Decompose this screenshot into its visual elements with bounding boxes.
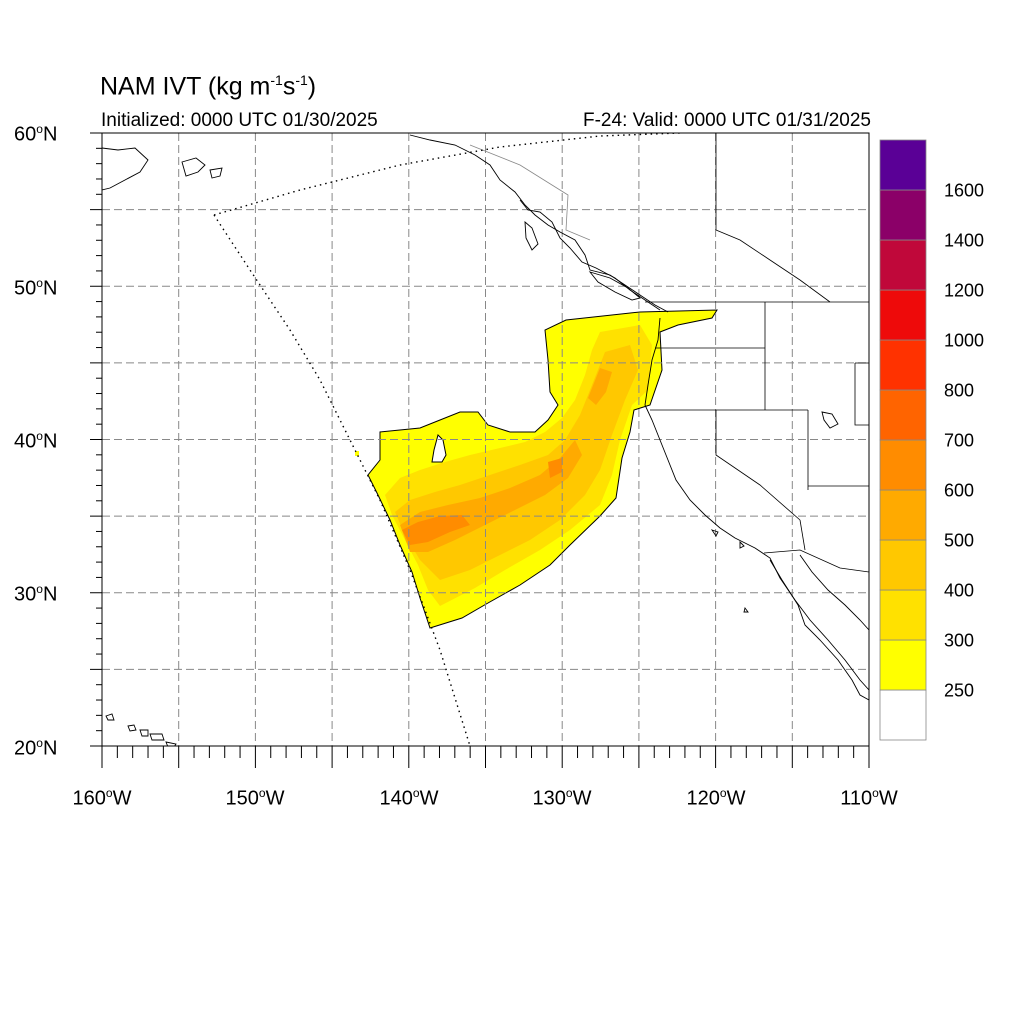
thin-borders (469, 144, 591, 241)
colorbar-swatch (879, 189, 927, 241)
colorbar-swatch (879, 139, 927, 191)
hawaii-islands (105, 713, 177, 746)
lon-label-160: 160oW (72, 786, 132, 810)
lat-label-30: 30oN (14, 582, 58, 606)
wy-border (854, 362, 869, 426)
title-close: ) (307, 72, 317, 101)
alaska-panhandle-coast (409, 134, 669, 313)
coastlines (102, 134, 869, 746)
colorbar-swatch (879, 639, 927, 691)
gridlines (102, 133, 869, 746)
model-domain-boundary (213, 133, 681, 746)
alaska-coast (102, 147, 149, 191)
lat-label-50: 50oN (14, 276, 58, 300)
colorbar-label-500: 500 (944, 530, 975, 551)
valid-time: F-24: Valid: 0000 UTC 01/31/2025 (583, 110, 871, 131)
colorbar-swatch (879, 489, 927, 541)
channel-island (821, 411, 839, 429)
borders (645, 133, 869, 573)
colorbar-swatch (879, 239, 927, 291)
title-exponent-1: -1 (270, 72, 283, 88)
colorbar-label-1400: 1400 (944, 230, 985, 251)
map-title: NAM IVT (kg m-1s-1) (100, 72, 316, 101)
colorbar-label-600: 600 (944, 480, 975, 501)
colorbar-label-1600: 1600 (944, 180, 985, 201)
west-us-coast (644, 317, 869, 691)
lat-label-40: 40oN (14, 429, 58, 453)
colorbar-label-400: 400 (944, 580, 975, 601)
us-mexico-border (763, 549, 869, 573)
lat-label-20: 20oN (14, 736, 58, 760)
colorbar (879, 139, 927, 741)
ivt-field (355, 309, 718, 629)
az-ca-border (799, 519, 806, 551)
vancouver-island (588, 271, 641, 301)
ivt-region-500-b (588, 368, 612, 405)
colorbar-label-250: 250 (944, 680, 975, 701)
haida-gwaii (524, 220, 539, 251)
gulf-california (799, 554, 869, 631)
bc-alberta-border (715, 229, 831, 303)
lon-label-140: 140oW (379, 786, 439, 810)
lon-label-130: 130oW (532, 786, 592, 810)
colorbar-label-300: 300 (944, 630, 975, 651)
lon-label-110: 110oW (840, 786, 898, 810)
ivt-region-600 (402, 515, 470, 545)
colorbar-swatch (879, 589, 927, 641)
colorbar-swatch (879, 539, 927, 591)
colorbar-label-1000: 1000 (944, 330, 985, 351)
initialized-time: Initialized: 0000 UTC 01/30/2025 (101, 110, 378, 131)
baja-coast (769, 559, 869, 701)
colorbar-swatch (879, 439, 927, 491)
aleutian-bits (181, 157, 223, 179)
colorbar-label-700: 700 (944, 430, 975, 451)
title-text: NAM IVT (kg m (100, 72, 271, 101)
colorbar-swatch (879, 689, 927, 741)
ivt-field-outline (367, 309, 718, 629)
colorbar-label-800: 800 (944, 380, 975, 401)
title-exponent-2: -1 (295, 72, 308, 88)
ivt-speck (355, 451, 359, 456)
colorbar-label-1200: 1200 (944, 280, 985, 301)
axis-ticks (90, 132, 870, 768)
small-islands (710, 529, 749, 613)
title-text-s: s (282, 72, 296, 101)
ca-nv-border (715, 410, 801, 521)
lon-label-120: 120oW (686, 786, 746, 810)
lon-label-150: 150oW (225, 786, 285, 810)
ivt-region-600-b (548, 458, 562, 478)
lat-label-60: 60oN (14, 122, 58, 146)
colorbar-swatch (879, 289, 927, 341)
colorbar-swatch (879, 389, 927, 441)
colorbar-swatch (879, 339, 927, 391)
